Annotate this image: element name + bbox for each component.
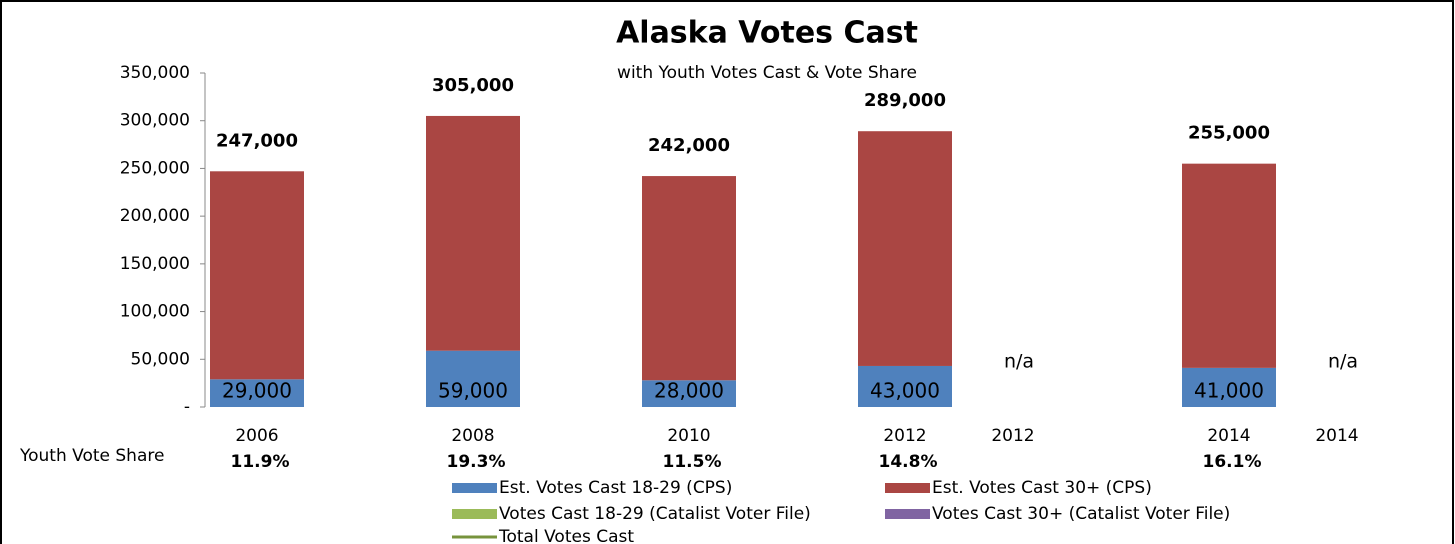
bar bbox=[858, 131, 952, 366]
x-tick-label: 2006 bbox=[235, 426, 278, 446]
legend-label: Est. Votes Cast 18-29 (CPS) bbox=[499, 478, 732, 498]
x-tick-label: 2010 bbox=[667, 426, 710, 446]
y-tick-label: 200,000 bbox=[120, 206, 190, 226]
chart-subtitle: with Youth Votes Cast & Vote Share bbox=[617, 63, 917, 83]
legend-swatch bbox=[452, 483, 497, 493]
na-label: n/a bbox=[1328, 351, 1358, 373]
total-label: 242,000 bbox=[648, 135, 730, 156]
bar bbox=[642, 176, 736, 381]
share-label: 11.9% bbox=[231, 452, 290, 472]
bar bbox=[1182, 163, 1276, 368]
legend-label: Total Votes Cast bbox=[498, 527, 634, 544]
bar-value-label: 28,000 bbox=[654, 379, 724, 403]
bar-value-label: 43,000 bbox=[870, 379, 940, 403]
share-label: 14.8% bbox=[879, 452, 938, 472]
bar-value-label: 41,000 bbox=[1194, 379, 1264, 403]
y-tick-label: 350,000 bbox=[120, 63, 190, 83]
x-tick-label: 2012 bbox=[883, 426, 926, 446]
share-label: 16.1% bbox=[1203, 452, 1262, 472]
bar bbox=[858, 365, 952, 407]
y-tick-label: 300,000 bbox=[120, 111, 190, 131]
total-label: 305,000 bbox=[432, 75, 514, 96]
y-tick-label: 250,000 bbox=[120, 158, 190, 178]
bar bbox=[1182, 367, 1276, 407]
x-tick-label: 2014 bbox=[1207, 426, 1250, 446]
y-tick-label: 50,000 bbox=[131, 349, 190, 369]
total-label: 289,000 bbox=[864, 90, 946, 111]
legend-swatch bbox=[885, 509, 930, 519]
x-tick-label: 2012 bbox=[991, 426, 1034, 446]
bar bbox=[642, 380, 736, 407]
row-label: Youth Vote Share bbox=[19, 446, 164, 466]
chart-title: Alaska Votes Cast bbox=[616, 16, 918, 51]
legend-label: Est. Votes Cast 30+ (CPS) bbox=[932, 478, 1152, 498]
y-tick-label: 100,000 bbox=[120, 302, 190, 322]
x-tick-label: 2008 bbox=[451, 426, 494, 446]
y-tick-label: - bbox=[184, 397, 190, 417]
share-label: 11.5% bbox=[663, 452, 722, 472]
legend-swatch bbox=[452, 509, 497, 519]
bar bbox=[426, 350, 520, 407]
legend-label: Votes Cast 18-29 (Catalist Voter File) bbox=[499, 504, 811, 524]
total-label: 247,000 bbox=[216, 130, 298, 151]
y-tick-label: 150,000 bbox=[120, 254, 190, 274]
x-tick-label: 2014 bbox=[1315, 426, 1358, 446]
bar bbox=[426, 115, 520, 351]
bar bbox=[210, 379, 304, 407]
total-label: 255,000 bbox=[1188, 123, 1270, 144]
legend-label: Votes Cast 30+ (Catalist Voter File) bbox=[932, 504, 1230, 524]
na-label: n/a bbox=[1004, 351, 1034, 373]
legend-swatch bbox=[885, 483, 930, 493]
bar-value-label: 29,000 bbox=[222, 379, 292, 403]
bar-value-label: 59,000 bbox=[438, 379, 508, 403]
bar bbox=[210, 171, 304, 380]
share-label: 19.3% bbox=[447, 452, 506, 472]
